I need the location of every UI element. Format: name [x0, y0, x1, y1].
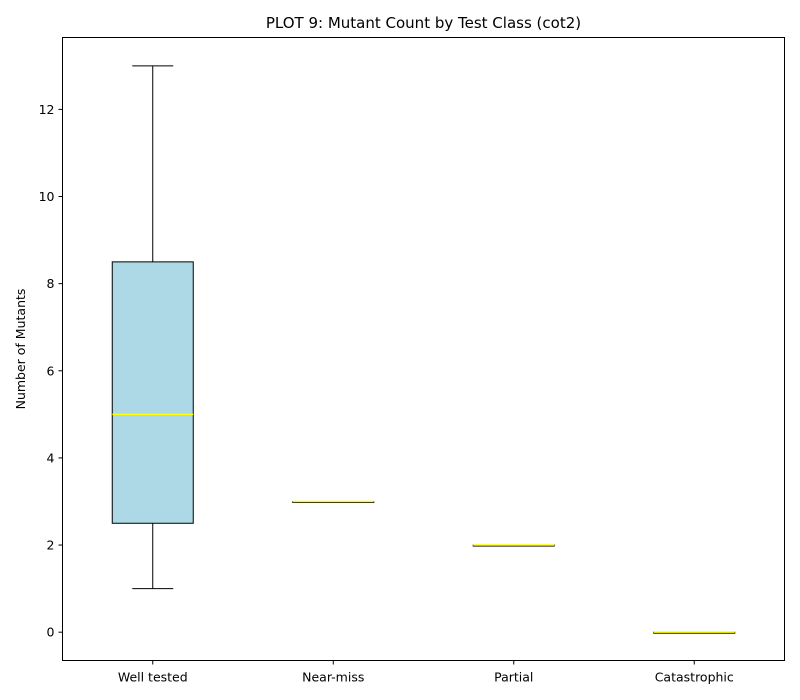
- y-tick-label: 12: [39, 102, 55, 117]
- y-tick-label: 4: [47, 450, 55, 465]
- x-tick-label: Partial: [494, 670, 533, 685]
- box-body: [111, 261, 194, 524]
- x-tick-label: Catastrophic: [655, 670, 734, 685]
- x-tick-label: Near-miss: [302, 670, 364, 685]
- y-tick-label: 6: [47, 363, 55, 378]
- y-tick-label: 0: [47, 625, 55, 640]
- plot-area: 0 2 4 6 8 10 12 Well tested Near-miss Partial Cata…: [39, 65, 736, 685]
- y-tick-label: 8: [47, 276, 55, 291]
- plot-frame: [62, 37, 785, 661]
- y-tick-label: 2: [47, 538, 55, 553]
- x-tick-label: Well tested: [118, 670, 188, 685]
- chart-title: PLOT 9: Mutant Count by Test Class (cot2…: [266, 14, 581, 32]
- y-axis-label: Number of Mutants: [13, 289, 28, 410]
- y-tick-label: 10: [39, 189, 55, 204]
